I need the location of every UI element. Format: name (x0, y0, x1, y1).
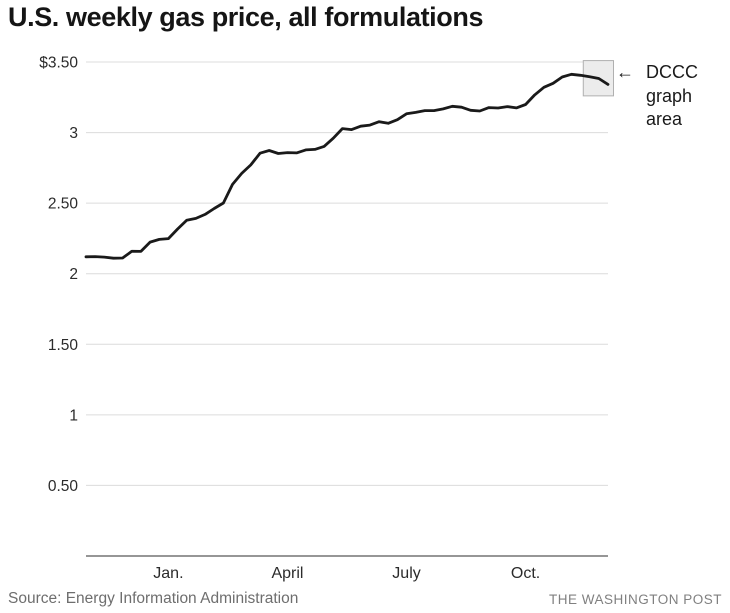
gas-price-line-series (84, 72, 610, 260)
y-tick-label: 3 (69, 125, 78, 142)
left-arrow-icon: ← (616, 62, 634, 82)
y-tick-label: $3.50 (39, 55, 78, 72)
y-axis-labels-group: $3.50 3 2.50 2 1.50 1 0.50 (39, 55, 78, 495)
annotation-line-2: graph (646, 85, 693, 106)
y-tick-label: 2 (69, 266, 78, 283)
annotation-line-3: area (646, 109, 683, 129)
x-tick-label-oct: Oct. (511, 565, 540, 582)
y-tick-label: 0.50 (48, 478, 79, 495)
y-tick-label: 1.50 (48, 337, 79, 354)
source-credit: Source: Energy Information Administratio… (8, 590, 299, 607)
publisher-credit: THE WASHINGTON POST (548, 592, 722, 607)
annotation-line-1: DCCC (646, 62, 698, 82)
x-tick-label-july: July (392, 565, 420, 582)
x-tick-label-jan: Jan. (153, 565, 183, 582)
chart-title: U.S. weekly gas price, all formulations (8, 2, 484, 32)
y-tick-label: 1 (69, 407, 78, 424)
x-tick-label-april: April (271, 565, 303, 582)
dccc-annotation: ← DCCC graph area (616, 61, 698, 132)
gridlines-group (86, 61, 608, 486)
y-tick-label: 2.50 (48, 196, 79, 213)
x-axis-labels-group: Jan. April July Oct. (153, 565, 540, 582)
dccc-highlight-box (582, 60, 614, 97)
dccc-annotation-text: DCCC graph area (646, 61, 698, 132)
